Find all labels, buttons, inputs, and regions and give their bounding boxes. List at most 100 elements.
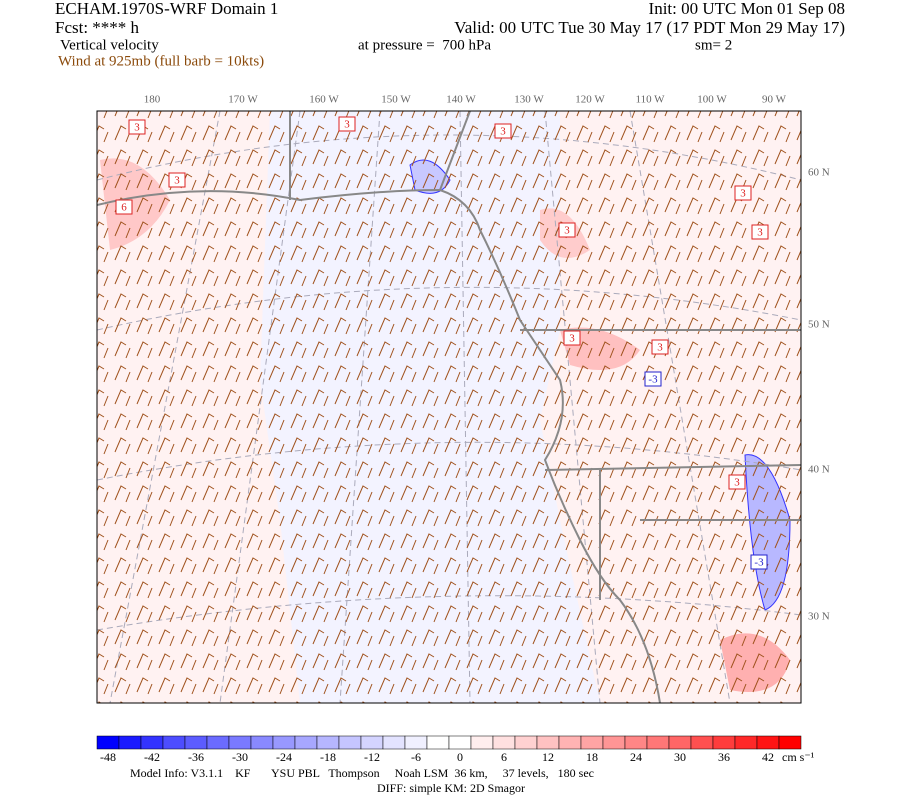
contour-label: 3 xyxy=(134,122,140,134)
colorbar-swatch xyxy=(646,735,670,750)
contour-label-box xyxy=(338,116,356,132)
colorbar-swatch xyxy=(492,735,516,750)
colorbar-swatch xyxy=(184,735,208,750)
longitude-label: 140 W xyxy=(446,94,476,106)
contour-label-box xyxy=(558,222,576,238)
colorbar-tick-label: -30 xyxy=(232,750,248,764)
contour-label: 3 xyxy=(174,175,180,187)
colorbar-swatch xyxy=(734,735,758,750)
contour-label-box xyxy=(494,123,512,139)
longitude-label: 120 W xyxy=(575,94,605,106)
colorbar-swatch xyxy=(426,735,450,750)
colorbar-tick-label: 18 xyxy=(586,750,598,764)
colorbar-swatch xyxy=(316,735,340,750)
pressure-level: at pressure = 700 hPa xyxy=(358,37,491,53)
longitude-label: 90 W xyxy=(762,94,787,106)
colorbar-swatch xyxy=(756,735,780,750)
colorbar-swatch xyxy=(140,735,164,750)
latitude-label: 50 N xyxy=(808,319,830,331)
contour-label-box xyxy=(651,339,669,355)
contour-label: 3 xyxy=(734,477,740,489)
colorbar-tick-label: 12 xyxy=(542,750,554,764)
colorbar-tick-label: -24 xyxy=(276,750,292,764)
wind-caption: Wind at 925mb (full barb = 10kts) xyxy=(58,53,264,69)
contour-label: 3 xyxy=(740,188,746,200)
colorbar-swatch xyxy=(228,735,252,750)
forecast-hour: Fcst: **** h xyxy=(55,18,140,37)
colorbar-swatch xyxy=(382,735,406,750)
contour-label: 3 xyxy=(564,225,570,237)
contour-label: 3 xyxy=(500,126,506,138)
colorbar: -48 -42 -36 -30 -24 -18 -12 -6 0 6 12 18 24 30 36 42 cm … xyxy=(96,735,815,764)
contour-label: 3 xyxy=(757,227,763,239)
longitude-label: 160 W xyxy=(309,94,339,106)
coastlines xyxy=(97,111,801,703)
valid-time: Valid: 00 UTC Tue 30 May 17 (17 PDT Mon … xyxy=(454,18,845,37)
contour-label-box xyxy=(728,474,746,490)
contour-label-box xyxy=(128,119,146,135)
contour-label-box xyxy=(563,330,581,346)
colorbar-swatch xyxy=(558,735,582,750)
smoothing: sm= 2 xyxy=(695,37,732,53)
title: ECHAM.1970S-WRF Domain 1 xyxy=(55,0,278,18)
colorbar-swatch xyxy=(404,735,428,750)
contour-label-box xyxy=(734,185,752,201)
colorbar-swatch xyxy=(360,735,384,750)
latitude-labels: 60 N 50 N 40 N 30 N xyxy=(808,167,830,623)
contour-label-box xyxy=(168,172,186,188)
colorbar-tick-label: -48 xyxy=(100,750,116,764)
contour-label: 3 xyxy=(344,119,350,131)
latitude-label: 40 N xyxy=(808,464,830,476)
colorbar-swatch xyxy=(250,735,274,750)
field-name: Vertical velocity xyxy=(60,37,159,53)
init-time: Init: 00 UTC Mon 01 Sep 08 xyxy=(649,0,845,18)
colorbar-swatch xyxy=(624,735,648,750)
colorbar-tick-label: 36 xyxy=(718,750,730,764)
colorbar-swatch xyxy=(294,735,318,750)
colorbar-swatch xyxy=(206,735,230,750)
colorbar-swatch xyxy=(536,735,560,750)
colorbar-swatch xyxy=(602,735,626,750)
colorbar-tick-label: 30 xyxy=(674,750,686,764)
colorbar-tick-label: 24 xyxy=(630,750,642,764)
model-info: Model Info: V3.1.1 KF YSU PBL Thompson N… xyxy=(130,766,594,780)
colorbar-swatch xyxy=(118,735,142,750)
longitude-label: 150 W xyxy=(381,94,411,106)
contour-label-box xyxy=(115,199,133,215)
colorbar-tick-label: -12 xyxy=(364,750,380,764)
contour-label-box xyxy=(750,554,768,570)
longitude-label: 130 W xyxy=(514,94,544,106)
latitude-label: 60 N xyxy=(808,167,830,179)
latitude-label: 30 N xyxy=(808,611,830,623)
contour-label: -3 xyxy=(754,557,764,569)
colorbar-swatch xyxy=(580,735,604,750)
colorbar-tick-label: 42 xyxy=(762,750,774,764)
colorbar-tick-label: -18 xyxy=(320,750,336,764)
colorbar-swatch xyxy=(338,735,362,750)
diff-info: DIFF: simple KM: 2D Smagor xyxy=(377,781,525,795)
colorbar-tick-label: 6 xyxy=(501,750,507,764)
colorbar-swatch xyxy=(470,735,494,750)
colorbar-swatch xyxy=(778,735,802,750)
colorbar-swatch xyxy=(690,735,714,750)
longitude-label: 110 W xyxy=(635,94,665,106)
longitude-label: 180 xyxy=(144,94,161,106)
map: 3 3 3 6 3 3 3 3 3 -3 3 -3 3 xyxy=(97,111,801,703)
contour-label: 3 xyxy=(569,333,575,345)
longitude-label: 100 W xyxy=(697,94,727,106)
colorbar-swatch xyxy=(448,735,472,750)
contour-label: 6 xyxy=(121,202,127,214)
contour-label-box xyxy=(751,224,769,240)
longitude-labels: 180 170 W 160 W 150 W 140 W 130 W 120 W 110 W 10… xyxy=(144,94,787,106)
colorbar-swatch xyxy=(668,735,692,750)
wind-barbs xyxy=(97,111,801,703)
colorbar-tick-label: -6 xyxy=(411,750,421,764)
colorbar-swatch xyxy=(272,735,296,750)
colorbar-units: cm s⁻¹ xyxy=(782,750,815,764)
contour-labels: 3 3 3 6 3 3 3 3 3 -3 3 -3 3 xyxy=(115,116,769,570)
colorbar-swatch xyxy=(162,735,186,750)
colorbar-tick-label: -42 xyxy=(144,750,160,764)
colorbar-swatch xyxy=(514,735,538,750)
colorbar-swatch xyxy=(712,735,736,750)
